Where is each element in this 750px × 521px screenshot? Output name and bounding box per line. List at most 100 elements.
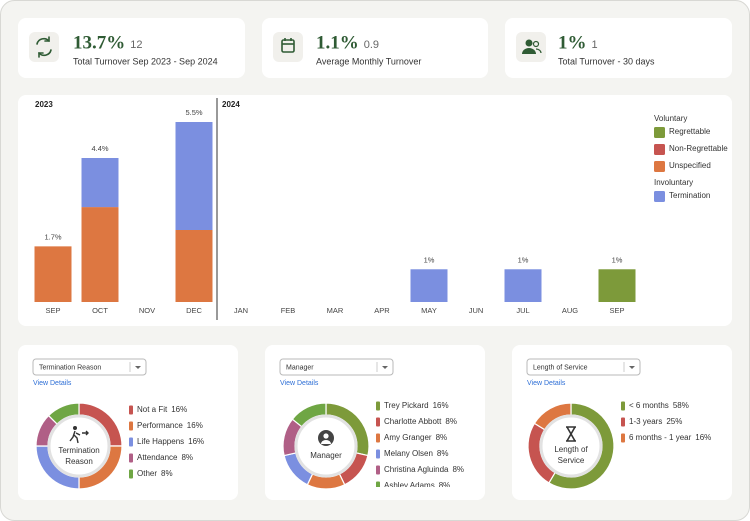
bar-segment [175,122,213,230]
legend-label: Charlotte Abbott [384,417,442,426]
legend-value: 16% [188,437,204,446]
legend-label: Life Happens [137,437,184,446]
x-tick-label: JUL [516,306,529,315]
legend-label: Unspecified [669,161,711,170]
legend-label: Trey Pickard [384,401,429,410]
bar-segment [175,230,213,302]
kpi-count: 12 [130,39,142,51]
x-tick-label: SEP [609,306,624,315]
donut-center [539,414,603,478]
kpi-icon-bg [29,32,59,62]
legend-swatch [621,401,625,411]
total-label: 1% [612,255,623,264]
dropdown-box[interactable] [526,358,641,376]
bar-segment [410,269,448,302]
dropdown-box[interactable] [32,358,147,376]
total-label: 4.4% [91,144,108,153]
legend-swatch [129,421,133,431]
donut-legend: < 6 months 58% 1-3 years 25% 6 months - 1 ye… [621,401,711,443]
total-label: 1% [424,255,435,264]
legend-value: 8% [437,449,449,458]
kpi-count: 0.9 [364,39,379,51]
legend-label: Amy Granger [384,433,432,442]
legend-group: Involuntary [654,178,693,187]
legend-label: Not a Fit [137,405,168,414]
kpi-icon-bg [273,32,303,62]
donut-charts: Termination Reason View Details Terminatio… [32,358,711,490]
total-label: 5.5% [185,108,202,117]
legend-value: 8% [439,481,451,490]
legend-swatch [376,465,380,475]
kpi-label: Average Monthly Turnover [316,56,421,66]
person-icon [321,440,331,444]
legend-swatch [654,144,665,155]
kpi-label: Total Turnover Sep 2023 - Sep 2024 [73,56,218,66]
legend-label: Regrettable [669,127,711,136]
legend-label: Non-Regrettable [669,144,728,153]
bar-chart: SEP 1.7% OCT 4.4% NOV DEC 5.5% JAN FEB MAR APR MAY 1… [34,100,728,315]
legend-swatch [654,191,665,202]
legend-swatch [129,453,133,463]
dropdown-caret [135,366,141,369]
legend-label: 1-3 years [629,417,662,426]
refresh-icon [36,36,52,58]
donut-legend: Not a Fit 16%Performance 16%Life Happens 16… [129,405,204,479]
view-details-link[interactable]: View Details [527,380,566,387]
x-tick-label: SEP [45,306,60,315]
legend-value: 58% [673,401,689,410]
legend-swatch [654,161,665,172]
legend-value: 8% [452,465,464,474]
legend-swatch [129,405,133,415]
legend-swatch [621,417,625,427]
dropdown-label[interactable]: Termination Reason [39,364,101,371]
legend-value: 8% [161,469,173,478]
donut-legend: Trey Pickard 16% Charlotte Abbott 8% Amy Gra… [376,401,464,490]
x-tick-label: JAN [234,306,248,315]
dropdown-caret [629,366,635,369]
kpi-value: 1.1% [316,32,359,53]
legend-label: Other [137,469,157,478]
view-details-link[interactable]: View Details [33,380,72,387]
center-label: Length of Service [554,445,588,465]
dropdown-box[interactable] [279,358,394,376]
dropdown[interactable]: Length of Service [526,358,641,376]
legend-swatch [129,469,133,479]
dropdown-label[interactable]: Length of Service [533,364,588,371]
legend-label: < 6 months [629,401,669,410]
donut-center [47,414,111,478]
dropdown[interactable]: Termination Reason [32,358,147,376]
dropdown-label[interactable]: Manager [286,364,314,371]
dropdown[interactable]: Manager [279,358,394,376]
kpi-card [18,18,245,78]
legend-label: Attendance [137,453,178,462]
legend-value: 8% [181,453,193,462]
total-label: 1% [518,255,529,264]
x-tick-label: MAR [327,306,344,315]
legend-swatch [376,449,380,459]
center-label: Termination Reason [58,446,99,466]
x-tick-label: DEC [186,306,202,315]
legend-label: Performance [137,421,183,430]
legend-value: 16% [187,421,203,430]
legend-swatch [376,417,380,427]
legend-swatch [376,481,380,487]
view-details-link[interactable]: View Details [280,380,319,387]
legend-value: 16% [171,405,187,414]
bar-segment [81,207,119,302]
calendar-icon [281,38,295,53]
kpi-label: Total Turnover - 30 days [558,56,655,66]
legend-value: 8% [436,433,448,442]
kpi-icon-bg [516,32,546,62]
people-icon [522,39,542,54]
legend-value: 16% [433,401,449,410]
legend-value: 25% [666,417,682,426]
legend-swatch [376,433,380,443]
legend-swatch [376,401,380,411]
legend-swatch [621,433,625,443]
legend-label: Christina Agluinda [384,465,449,474]
bar-segment [34,246,72,302]
person-icon [323,433,329,439]
total-label: 1.7% [44,232,61,241]
kpi-card [262,18,488,78]
